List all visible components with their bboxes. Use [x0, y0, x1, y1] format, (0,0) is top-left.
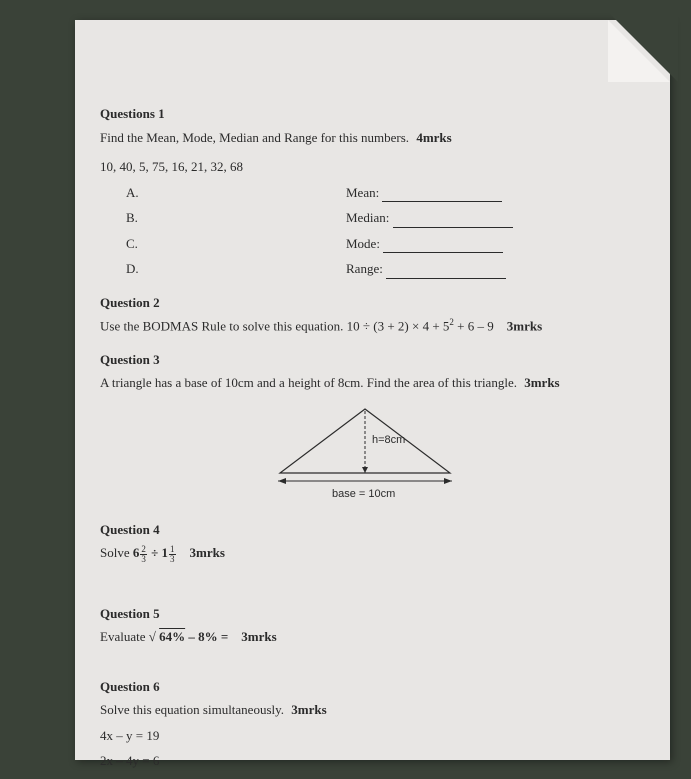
- q2-title: Question 2: [100, 293, 630, 313]
- q3-row: A triangle has a base of 10cm and a heig…: [100, 373, 630, 393]
- q5-lead: Evaluate: [100, 629, 149, 644]
- q4-w1: 6: [133, 545, 140, 560]
- h-label: h=8cm: [372, 434, 405, 446]
- q1-letter-b: B.: [126, 208, 166, 228]
- q4-row: Solve 623 ÷ 113 3mrks: [100, 543, 630, 564]
- q1-letter-d: D.: [126, 259, 166, 279]
- q3-marks: 3mrks: [524, 375, 559, 390]
- q4-title: Question 4: [100, 520, 630, 540]
- q4-marks: 3mrks: [190, 545, 225, 560]
- q4-lead: Solve: [100, 545, 133, 560]
- q1-ans-mean: Mean:: [346, 183, 513, 203]
- q1-ans-range: Range:: [346, 259, 513, 279]
- q6-row: Solve this equation simultaneously. 3mrk…: [100, 700, 630, 720]
- height-arrow-icon: [362, 467, 368, 473]
- paper-sheet: Questions 1 Find the Mean, Mode, Median …: [75, 20, 670, 760]
- q4-frac1-den: 3: [140, 555, 147, 564]
- q6-eq1: 4x – y = 19: [100, 726, 630, 746]
- q4-op: ÷: [151, 545, 161, 560]
- q1-letters: A. B. C. D.: [126, 183, 166, 279]
- triangle-figure: h=8cm base = 10cm: [250, 401, 480, 506]
- q4-frac2: 13: [169, 545, 176, 564]
- q1-letter-c: C.: [126, 234, 166, 254]
- q1-ans-mode: Mode:: [346, 234, 513, 254]
- q4-frac2-den: 3: [169, 555, 176, 564]
- q2-prompt: Use the BODMAS Rule to solve this equati…: [100, 318, 449, 333]
- q5-marks: 3mrks: [241, 629, 276, 644]
- page-content: Questions 1 Find the Mean, Mode, Median …: [100, 90, 630, 771]
- q1-letter-a: A.: [126, 183, 166, 203]
- base-arrow-right-icon: [444, 478, 452, 484]
- q6-title: Question 6: [100, 677, 630, 697]
- q1-prompt: Find the Mean, Mode, Median and Range fo…: [100, 130, 409, 145]
- q1-title: Questions 1: [100, 104, 630, 124]
- q1-marks: 4mrks: [416, 130, 451, 145]
- base-label: base = 10cm: [332, 488, 395, 500]
- blank-line: [386, 266, 506, 279]
- q1-ans-mean-label: Mean:: [346, 185, 379, 200]
- blank-line: [383, 240, 503, 253]
- q2-marks: 3mrks: [507, 318, 542, 333]
- q4-w2: 1: [162, 545, 169, 560]
- blank-line: [382, 189, 502, 202]
- q3-title: Question 3: [100, 350, 630, 370]
- q1-data: 10, 40, 5, 75, 16, 21, 32, 68: [100, 157, 630, 177]
- q6-prompt: Solve this equation simultaneously.: [100, 702, 284, 717]
- q1-ans-median: Median:: [346, 208, 513, 228]
- q2-row: Use the BODMAS Rule to solve this equati…: [100, 316, 630, 336]
- q1-options: A. B. C. D. Mean: Median: Mode: Range:: [126, 183, 630, 279]
- q5-tail: – 8% =: [185, 629, 228, 644]
- q2-prompt-tail: + 6 – 9: [454, 318, 494, 333]
- q6-marks: 3mrks: [291, 702, 326, 717]
- q1-prompt-row: Find the Mean, Mode, Median and Range fo…: [100, 128, 630, 148]
- q1-ans-range-label: Range:: [346, 261, 383, 276]
- q1-answers: Mean: Median: Mode: Range:: [346, 183, 513, 279]
- blank-line: [393, 215, 513, 228]
- q3-prompt: A triangle has a base of 10cm and a heig…: [100, 375, 517, 390]
- q5-title: Question 5: [100, 604, 630, 624]
- q1-ans-mode-label: Mode:: [346, 236, 380, 251]
- q5-radicand: 64%: [159, 627, 185, 647]
- base-arrow-left-icon: [278, 478, 286, 484]
- q1-ans-median-label: Median:: [346, 210, 389, 225]
- q4-frac1: 23: [140, 545, 147, 564]
- q5-row: Evaluate √ 64% – 8% = 3mrks: [100, 627, 630, 647]
- q6-eq2: 2x – 4y = 6: [100, 751, 630, 771]
